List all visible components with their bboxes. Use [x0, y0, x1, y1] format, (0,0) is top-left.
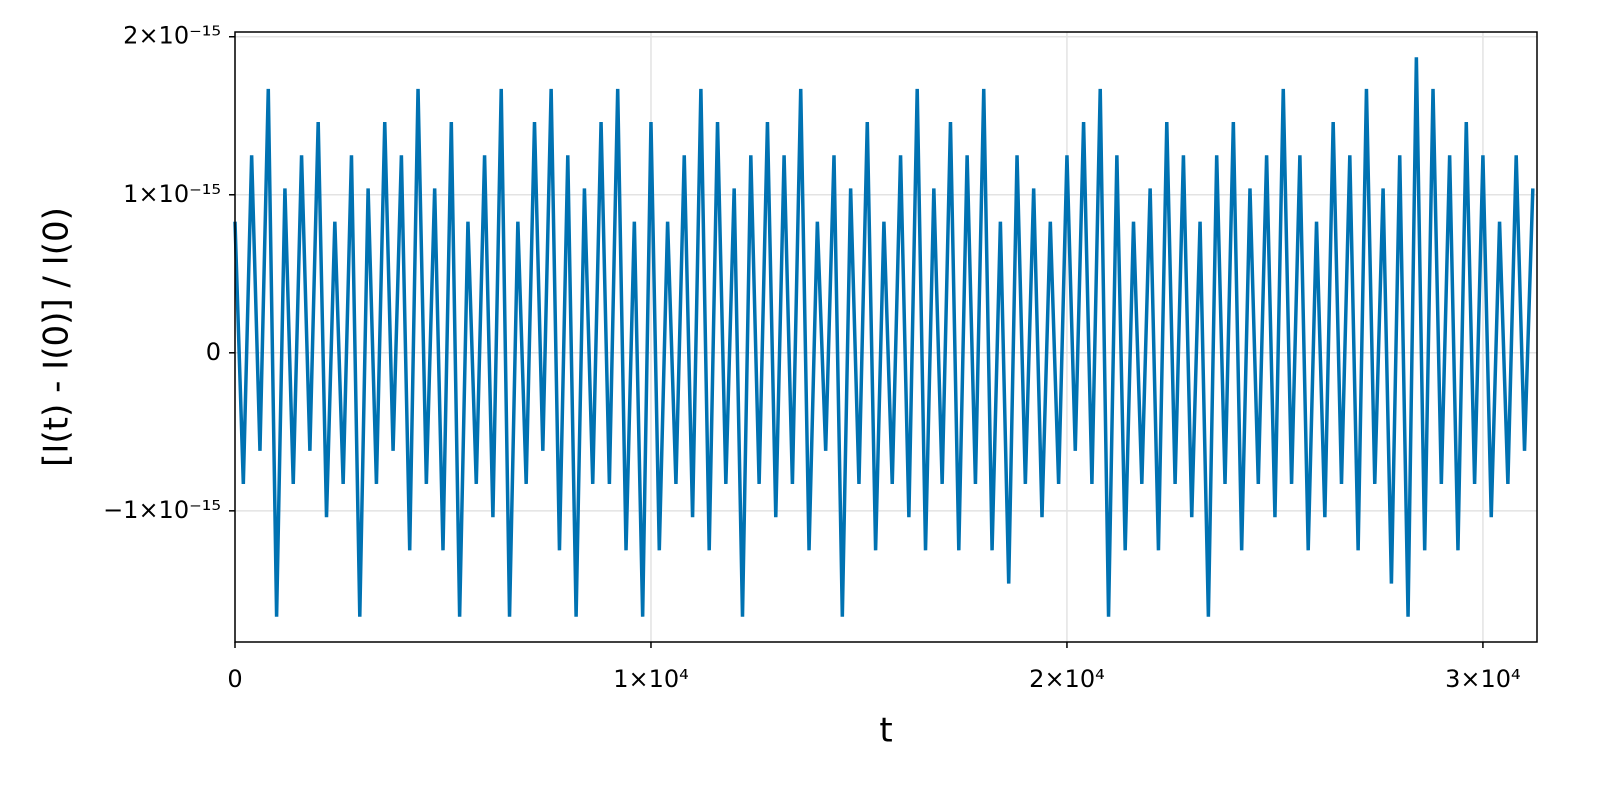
y-tick-label: 0 [206, 338, 221, 366]
x-tick-label: 3×10⁴ [1445, 665, 1521, 693]
x-tick-label: 0 [227, 665, 242, 693]
y-tick-label: 1×10⁻¹⁵ [123, 180, 221, 208]
x-tick-label: 1×10⁴ [613, 665, 689, 693]
y-tick-label: −1×10⁻¹⁵ [103, 496, 221, 524]
y-tick-label: 2×10⁻¹⁵ [123, 22, 221, 50]
data-line [233, 57, 1535, 617]
plot-frame [234, 31, 1538, 643]
y-axis-label: [I(t) - I(0)] / I(0) [37, 207, 77, 467]
x-tick-label: 2×10⁴ [1029, 665, 1105, 693]
x-axis-label: t [879, 711, 892, 751]
